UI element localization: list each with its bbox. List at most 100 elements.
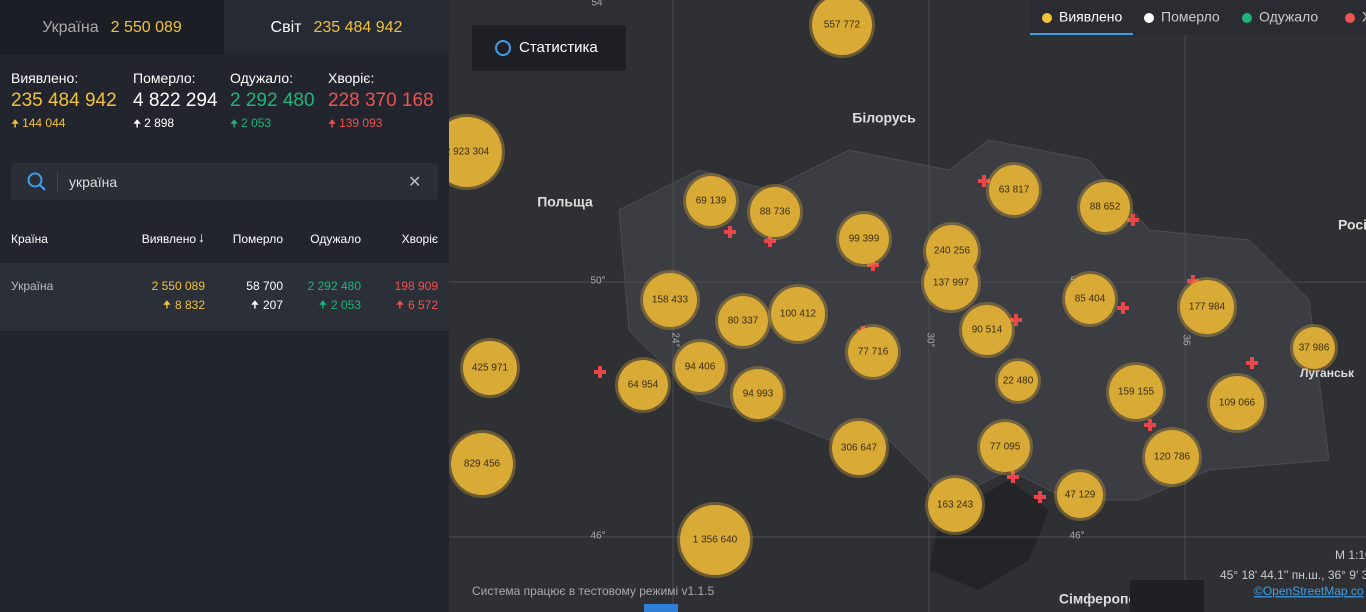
cluster-count: 159 155 xyxy=(1118,387,1155,398)
stat: Виявлено: 235 484 942 🠉 144 044 xyxy=(11,70,117,134)
cluster-count: 109 066 xyxy=(1219,398,1256,409)
cell-delta: 🠉 8 832 xyxy=(163,298,205,315)
place-label: Луганськ xyxy=(1300,366,1355,380)
cluster-count: 120 786 xyxy=(1154,452,1191,463)
delta-value: 207 xyxy=(262,298,283,312)
grid-label: 36 xyxy=(1180,334,1191,346)
cluster-count: 47 129 xyxy=(1065,490,1096,501)
cluster-bubble xyxy=(924,256,978,310)
cluster-count: 37 986 xyxy=(1299,343,1330,354)
button-label: Статистика xyxy=(519,39,598,56)
attribution[interactable]: ©OpenStreetMap co xyxy=(1254,584,1364,598)
stat: Хворіє: 228 370 168 🠉 139 093 xyxy=(328,70,434,134)
clear-button[interactable]: ✕ xyxy=(408,174,422,191)
cluster-count: 137 997 xyxy=(933,278,970,289)
hospital-marker xyxy=(724,226,736,238)
cluster-bubble xyxy=(451,433,513,495)
footer: Система працює в тестовому режимі v1.1.5 xyxy=(472,584,714,598)
sidebar: Україна 2 550 089 Світ 235 484 942 Виявл… xyxy=(0,0,449,612)
tab-label: Україна xyxy=(42,18,99,36)
hospital-marker xyxy=(764,235,776,247)
cluster-count: 240 256 xyxy=(934,246,971,257)
cluster-bubble xyxy=(733,369,783,419)
cluster-count: 77 095 xyxy=(990,442,1021,453)
cluster-bubble xyxy=(463,341,517,395)
cluster-count: 163 243 xyxy=(937,500,974,511)
cluster-count: 85 404 xyxy=(1075,294,1106,305)
stat-value: 235 484 942 xyxy=(11,90,117,111)
cluster-bubble xyxy=(832,421,886,475)
map-controls[interactable] xyxy=(1130,580,1204,612)
cluster-bubble xyxy=(1080,182,1130,232)
cell-value: 2 550 089 xyxy=(151,279,205,293)
stat-delta: 🠉 144 044 xyxy=(11,116,66,130)
column-header: Виявлено xyxy=(141,232,196,246)
column-header: Хворіє xyxy=(401,232,438,246)
column-header: Померло xyxy=(232,232,283,246)
cluster-count: 77 716 xyxy=(858,347,889,358)
search-icon xyxy=(27,172,46,191)
hospital-marker xyxy=(1034,491,1046,503)
stat-value: 2 292 480 xyxy=(230,90,315,111)
cluster-count: 829 456 xyxy=(464,459,501,470)
cell-delta: 🠉 2 053 xyxy=(319,298,361,315)
grid-label: 46° xyxy=(1069,531,1084,542)
delta-value: 8 832 xyxy=(174,298,205,312)
grid-label: 30° xyxy=(924,332,935,347)
tab-world[interactable]: Світ 235 484 942 xyxy=(224,0,449,55)
cluster-count: 1 356 640 xyxy=(693,535,738,546)
cluster-bubble xyxy=(1293,327,1335,369)
cluster-bubble xyxy=(980,422,1030,472)
cluster-count: 90 514 xyxy=(972,325,1003,336)
cluster-bubble xyxy=(771,287,825,341)
hospital-marker xyxy=(1127,214,1139,226)
map[interactable]: Статистика Виявлено Померло Одужало Х 54 50°… xyxy=(449,0,1366,612)
cluster-count: 63 817 xyxy=(999,185,1030,196)
stats-button[interactable] xyxy=(472,25,626,71)
legend-label: Виявлено xyxy=(1059,9,1123,25)
cluster-bubble xyxy=(1065,274,1115,324)
search-box[interactable]: україна ✕ xyxy=(11,163,438,200)
cluster-bubble xyxy=(962,305,1012,355)
place-label: Російсь xyxy=(1338,217,1366,233)
cluster-bubble xyxy=(812,0,872,55)
hospital-marker xyxy=(1007,471,1019,483)
cluster-count: 177 984 xyxy=(1189,302,1226,313)
cell-value: 58 700 xyxy=(246,279,283,293)
cluster-count: 100 412 xyxy=(780,309,817,320)
cluster-bubble xyxy=(1210,376,1264,430)
delta-value: 2 053 xyxy=(241,116,272,130)
cluster-count: 425 971 xyxy=(472,363,509,374)
cluster-count: 94 993 xyxy=(743,389,774,400)
country-name: Україна xyxy=(11,279,54,293)
cluster-bubble xyxy=(1109,365,1163,419)
legend-label: Х xyxy=(1362,9,1366,25)
cluster-bubble xyxy=(643,273,697,327)
cluster-bubble xyxy=(1180,280,1234,334)
cluster-bubble xyxy=(718,296,768,346)
hospital-marker xyxy=(1117,302,1129,314)
cluster-bubble xyxy=(618,360,668,410)
cluster-bubble xyxy=(675,342,725,392)
stat-value: 228 370 168 xyxy=(328,90,434,111)
cluster-count: 88 736 xyxy=(760,207,791,218)
stat-value: 4 822 294 xyxy=(133,90,218,111)
stat-label: Померло: xyxy=(133,70,196,86)
search-query: україна xyxy=(69,174,118,190)
cluster-count: 557 772 xyxy=(824,20,861,31)
tab-value: 2 550 089 xyxy=(110,18,182,36)
cluster-count: 22 480 xyxy=(1003,376,1034,387)
table-row[interactable] xyxy=(0,263,449,331)
legend-label: Померло xyxy=(1161,9,1220,25)
cell-delta: 🠉 207 xyxy=(251,298,283,315)
tab-label: Світ xyxy=(270,18,302,36)
grid-label: 46° xyxy=(590,531,605,542)
stat-delta: 🠉 2 053 xyxy=(230,116,272,130)
tab-ukraine[interactable]: Україна 2 550 089 xyxy=(0,0,224,55)
hospital-marker xyxy=(594,366,606,378)
cluster-count: 99 399 xyxy=(849,234,880,245)
grid-label: 54 xyxy=(591,0,603,9)
cluster-bubble xyxy=(680,505,750,575)
cell-value: 2 292 480 xyxy=(307,279,361,293)
cluster-bubble xyxy=(848,327,898,377)
